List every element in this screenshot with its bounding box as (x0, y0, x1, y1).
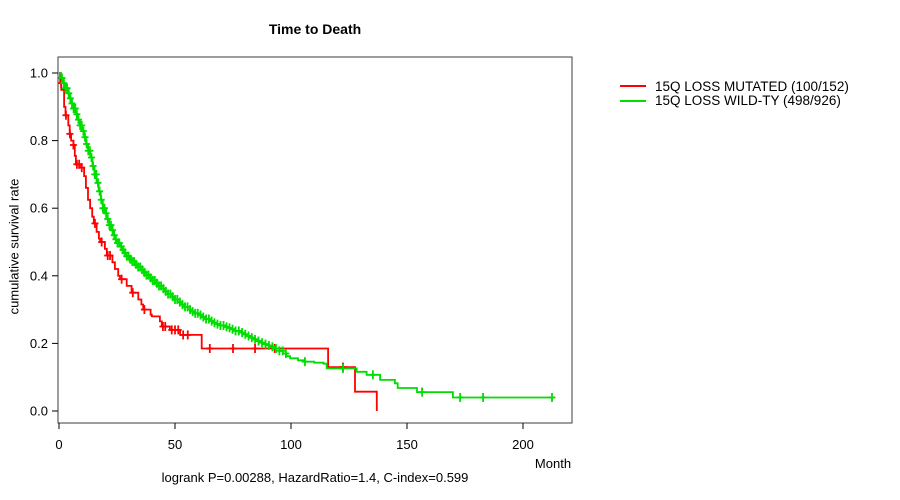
censor-marks-mutated (57, 78, 347, 372)
y-tick-label: 0.8 (30, 133, 48, 148)
chart-title: Time to Death (268, 21, 362, 37)
y-tick-label: 0.4 (30, 268, 48, 283)
y-tick-label: 0.6 (30, 201, 48, 216)
red-line-swatch-icon (620, 85, 646, 88)
x-tick-label: 50 (168, 437, 182, 452)
x-tick-label: 200 (512, 437, 534, 452)
censor-marks-wildtype (58, 73, 556, 402)
y-tick-label: 1.0 (30, 66, 48, 81)
plot-box (57, 56, 573, 424)
x-tick-label: 150 (396, 437, 418, 452)
x-axis: 0 50 100 150 200 (55, 423, 534, 452)
x-tick-label: 0 (55, 437, 62, 452)
statistics-annotation: logrank P=0.00288, HazardRatio=1.4, C-in… (161, 470, 469, 485)
legend-label-mutated: 15Q LOSS MUTATED (100/152) (655, 78, 849, 94)
x-tick-label: 100 (280, 437, 302, 452)
legend-row-mutated: 15Q LOSS MUTATED (100/152) (620, 79, 849, 94)
x-axis-label: Month (534, 456, 572, 471)
survival-curve-mutated (59, 72, 378, 411)
y-axis: 0.0 0.2 0.4 0.6 0.8 1.0 (30, 66, 58, 419)
legend: 15Q LOSS MUTATED (100/152) 15Q LOSS WILD… (620, 79, 849, 108)
y-axis-label: cumulative survival rate (6, 178, 22, 315)
y-tick-label: 0.2 (30, 336, 48, 351)
legend-row-wildtype: 15Q LOSS WILD-TY (498/926) (620, 93, 849, 109)
legend-label-wildtype: 15Q LOSS WILD-TY (498/926) (655, 93, 841, 109)
y-tick-label: 0.0 (30, 404, 48, 419)
green-line-swatch-icon (620, 99, 646, 102)
